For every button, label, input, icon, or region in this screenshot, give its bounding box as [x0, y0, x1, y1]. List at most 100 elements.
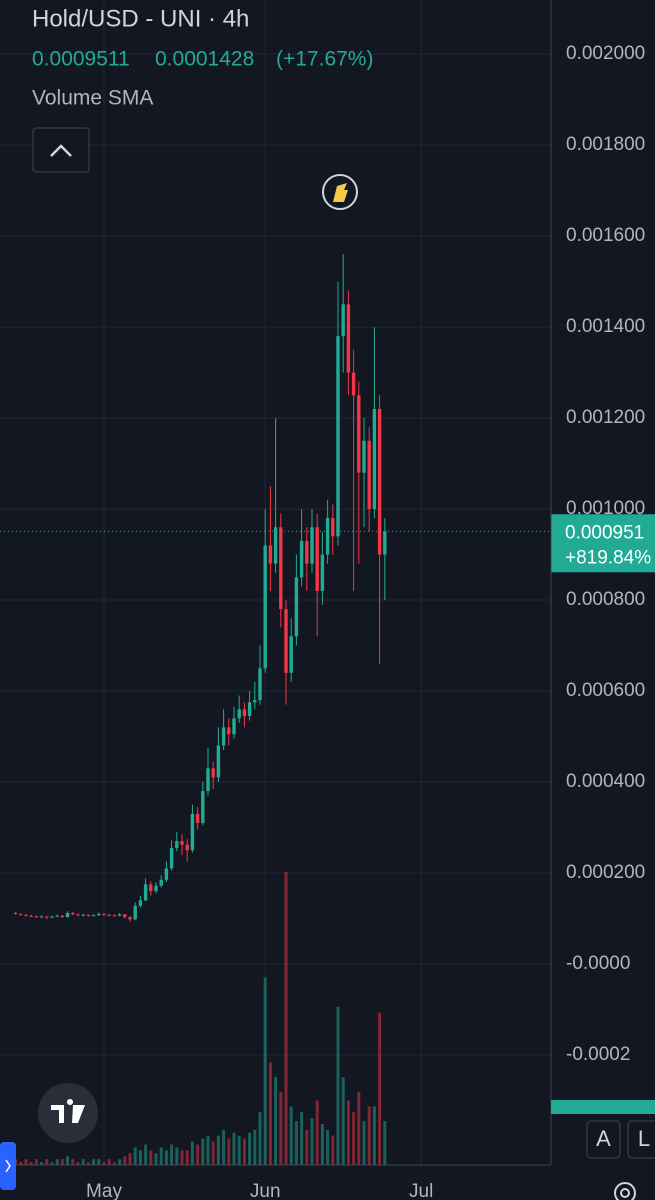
candle-body [39, 916, 44, 918]
y-tick-label: 0.000200 [566, 862, 645, 883]
settings-button[interactable] [614, 1182, 636, 1200]
price-change-pct: (+17.67%) [276, 48, 373, 71]
log-button[interactable]: L [627, 1120, 655, 1159]
volume-bar [367, 1106, 371, 1165]
candle-body [201, 791, 205, 823]
volume-bar [320, 1123, 324, 1165]
candle-body [195, 813, 200, 823]
volume-bar [34, 1159, 38, 1165]
candle-body [346, 304, 351, 373]
candle-body [377, 408, 382, 555]
volume-bar [185, 1150, 189, 1165]
volume-bar [331, 1135, 335, 1165]
x-tick-label: Jun [250, 1181, 281, 1200]
volume-bar [201, 1138, 205, 1165]
y-tick-label: 0.001600 [566, 225, 645, 246]
y-tick-label: 0.001000 [566, 498, 645, 519]
candle-body [29, 915, 33, 917]
candle-body [91, 915, 96, 917]
candle-body [289, 636, 293, 673]
candle-body [383, 531, 387, 555]
volume-bar [341, 1077, 345, 1165]
price-tag-pct: +819.84% [565, 547, 651, 568]
volume-bar [55, 1159, 59, 1165]
y-tick-label: 0.002000 [566, 43, 645, 64]
y-tick-label: 0.000600 [566, 680, 645, 701]
volume-bar [227, 1138, 231, 1165]
price-tag [551, 514, 655, 573]
candle-body [258, 668, 262, 701]
logo-circle[interactable] [38, 1083, 98, 1143]
y-tick-label: 0.000800 [566, 589, 645, 610]
candle-body [211, 768, 215, 778]
candle-body [128, 917, 132, 920]
candle-body [206, 768, 210, 792]
price-change: 0.0001428 [155, 48, 254, 71]
candle-body [190, 813, 195, 851]
candle-body [185, 844, 189, 851]
volume-bar [45, 1159, 49, 1165]
volume-bar [164, 1150, 168, 1165]
candle-body [279, 527, 283, 610]
volume-bar [315, 1100, 319, 1165]
event-icon[interactable] [322, 174, 358, 210]
candle-body [180, 841, 184, 845]
side-tab[interactable] [0, 1142, 16, 1190]
candle-body [149, 884, 153, 892]
collapse-button-box[interactable] [32, 127, 90, 173]
volume-bar [123, 1156, 127, 1165]
volume-bar [40, 1162, 44, 1165]
x-tick-label: May [86, 1181, 122, 1200]
volume-bar [159, 1147, 163, 1165]
candle-body [102, 913, 106, 915]
candle-body [50, 916, 54, 918]
candle-body [263, 545, 267, 669]
volume-bar [211, 1141, 215, 1165]
volume-bar [206, 1135, 210, 1165]
volume-bar [237, 1135, 241, 1165]
volume-bar [326, 1129, 330, 1165]
log-button-box[interactable] [627, 1120, 655, 1159]
volume-bar [232, 1132, 236, 1165]
candle-body [55, 915, 59, 917]
volume-bar [258, 1112, 262, 1165]
candle-body [19, 913, 23, 915]
y-tick-label: -0.0000 [566, 953, 630, 974]
auto-button-box[interactable] [586, 1120, 621, 1159]
volume-bar [112, 1162, 116, 1165]
volume-bar [196, 1144, 200, 1165]
candle-body [284, 609, 288, 673]
candle-body [227, 727, 231, 735]
volume-bar [60, 1159, 64, 1165]
volume-bar [289, 1106, 293, 1165]
volume-bar [175, 1147, 179, 1165]
logo[interactable] [38, 1083, 98, 1143]
settings-icon-core [620, 1188, 630, 1198]
volume-bar [92, 1159, 96, 1165]
volume-bar [128, 1153, 132, 1165]
settings-icon[interactable] [614, 1182, 636, 1200]
volume-bar [274, 1077, 278, 1165]
log-button-label: L [638, 1126, 650, 1151]
volume-bar [190, 1141, 194, 1165]
side-tab-icon [5, 1159, 11, 1173]
volume-bar [170, 1144, 174, 1165]
candle-body [81, 914, 85, 916]
candle-body [357, 395, 361, 473]
candle-body [107, 914, 111, 916]
candle-body [336, 336, 340, 537]
candle-body [315, 527, 319, 591]
volume-bar [336, 1006, 340, 1165]
auto-button[interactable]: A [586, 1120, 621, 1159]
volume-bar [118, 1159, 122, 1165]
candle-body [123, 914, 127, 918]
volume-bar [279, 1091, 283, 1165]
price-axis: 0.002000 0.001800 0.001600 0.001400 0.001200… [86, 43, 645, 1200]
candle-body [24, 914, 28, 916]
candle-body [372, 408, 377, 510]
collapse-button[interactable] [32, 127, 90, 173]
candle-body [133, 905, 137, 920]
candle-body [159, 879, 163, 886]
volume-bar [352, 1112, 356, 1165]
